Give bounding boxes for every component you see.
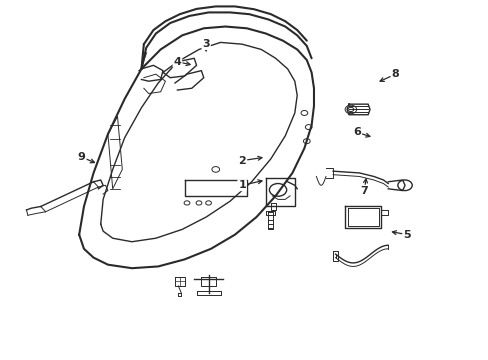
- Text: 3: 3: [202, 39, 209, 49]
- Text: 9: 9: [78, 152, 85, 162]
- Text: 7: 7: [360, 186, 367, 195]
- Text: 8: 8: [391, 69, 399, 79]
- Text: 5: 5: [403, 230, 410, 240]
- Text: 2: 2: [238, 156, 245, 166]
- Text: 6: 6: [352, 127, 360, 138]
- Text: 4: 4: [173, 57, 181, 67]
- Text: 1: 1: [238, 180, 245, 190]
